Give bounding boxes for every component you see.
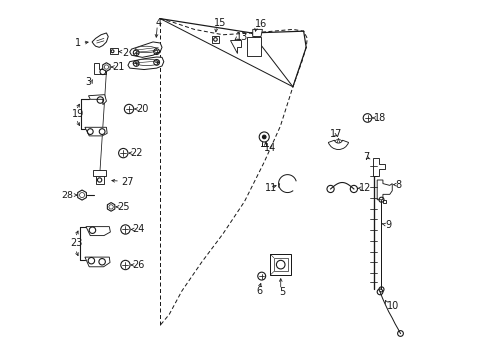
Text: 3: 3 (85, 77, 91, 87)
Text: 22: 22 (130, 148, 142, 158)
Polygon shape (94, 63, 106, 74)
Polygon shape (107, 203, 115, 211)
Polygon shape (85, 257, 110, 267)
Text: 8: 8 (394, 180, 401, 190)
Text: 24: 24 (132, 225, 144, 234)
Polygon shape (102, 63, 110, 71)
Polygon shape (382, 200, 386, 203)
Text: 1: 1 (75, 38, 81, 48)
Text: 20: 20 (136, 104, 148, 114)
Text: 10: 10 (386, 301, 398, 311)
Text: 26: 26 (132, 260, 144, 270)
Polygon shape (372, 158, 385, 176)
Text: 11: 11 (265, 183, 277, 193)
Text: 25: 25 (117, 202, 129, 212)
Text: 9: 9 (385, 220, 391, 230)
Polygon shape (129, 42, 162, 57)
Text: 16: 16 (254, 19, 266, 29)
Text: 27: 27 (121, 177, 133, 187)
Text: 5: 5 (279, 287, 285, 297)
Text: 18: 18 (373, 113, 385, 123)
Text: 19: 19 (72, 109, 84, 120)
Text: 14: 14 (264, 143, 276, 153)
Polygon shape (88, 95, 106, 105)
Text: 13: 13 (235, 32, 247, 41)
Text: 21: 21 (112, 62, 124, 72)
Bar (211, 36, 219, 43)
Bar (93, 170, 106, 176)
Polygon shape (128, 57, 163, 69)
Bar (273, 258, 287, 271)
Bar (270, 254, 290, 275)
Ellipse shape (135, 59, 158, 66)
Polygon shape (230, 40, 241, 53)
Polygon shape (376, 180, 391, 200)
Polygon shape (78, 190, 86, 200)
Circle shape (262, 135, 265, 139)
Text: 17: 17 (329, 129, 342, 139)
Text: 12: 12 (358, 183, 370, 193)
Text: 28: 28 (61, 190, 73, 199)
Text: 15: 15 (214, 18, 226, 28)
Text: 2: 2 (122, 48, 128, 58)
Polygon shape (85, 127, 107, 136)
Ellipse shape (135, 46, 156, 53)
Polygon shape (92, 33, 108, 47)
Polygon shape (247, 37, 261, 56)
Wedge shape (327, 140, 348, 149)
Text: 23: 23 (70, 238, 83, 248)
Text: 6: 6 (256, 286, 262, 296)
Bar (96, 171, 103, 184)
Polygon shape (86, 226, 110, 235)
Bar (110, 48, 118, 54)
Polygon shape (252, 30, 262, 37)
Text: 4: 4 (156, 18, 162, 28)
Text: 7: 7 (363, 152, 369, 162)
